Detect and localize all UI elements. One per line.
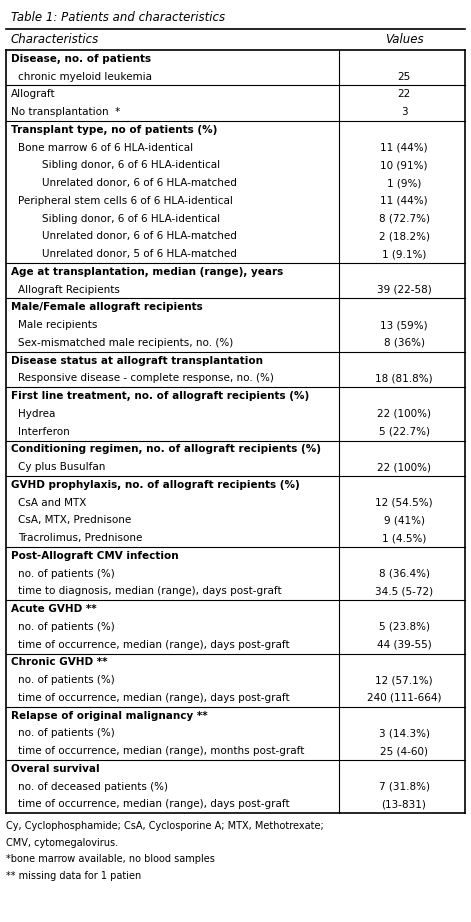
Text: Tracrolimus, Prednisone: Tracrolimus, Prednisone xyxy=(18,533,142,543)
Text: no. of patients (%): no. of patients (%) xyxy=(18,622,114,632)
Text: Peripheral stem cells 6 of 6 HLA-identical: Peripheral stem cells 6 of 6 HLA-identic… xyxy=(18,195,233,206)
Text: 25: 25 xyxy=(398,72,411,81)
Text: Male/Female allograft recipients: Male/Female allograft recipients xyxy=(11,302,203,313)
Text: time of occurrence, median (range), months post-graft: time of occurrence, median (range), mont… xyxy=(18,746,304,756)
Text: time of occurrence, median (range), days post-graft: time of occurrence, median (range), days… xyxy=(18,640,289,650)
Text: ** missing data for 1 patien: ** missing data for 1 patien xyxy=(6,871,141,881)
Text: 240 (111-664): 240 (111-664) xyxy=(367,693,441,703)
Text: 10 (91%): 10 (91%) xyxy=(380,160,428,171)
Text: time to diagnosis, median (range), days post-graft: time to diagnosis, median (range), days … xyxy=(18,586,281,597)
Text: 3 (14.3%): 3 (14.3%) xyxy=(379,728,430,739)
Text: time of occurrence, median (range), days post-graft: time of occurrence, median (range), days… xyxy=(18,799,289,810)
Text: no. of patients (%): no. of patients (%) xyxy=(18,569,114,579)
Text: 5 (22.7%): 5 (22.7%) xyxy=(379,427,430,437)
Text: Unrelated donor, 6 of 6 HLA-matched: Unrelated donor, 6 of 6 HLA-matched xyxy=(30,231,237,242)
Text: 12 (57.1%): 12 (57.1%) xyxy=(375,675,433,685)
Text: 39 (22-58): 39 (22-58) xyxy=(377,285,431,295)
Text: Allograft Recipients: Allograft Recipients xyxy=(18,285,120,295)
Text: (13-831): (13-831) xyxy=(382,799,427,810)
Text: Cy, Cyclophosphamide; CsA, Cyclosporine A; MTX, Methotrexate;: Cy, Cyclophosphamide; CsA, Cyclosporine … xyxy=(6,821,324,831)
Text: 9 (41%): 9 (41%) xyxy=(383,515,424,526)
Text: 8 (36.4%): 8 (36.4%) xyxy=(379,569,430,579)
Text: 11 (44%): 11 (44%) xyxy=(380,195,428,206)
Text: 1 (9%): 1 (9%) xyxy=(387,178,421,188)
Text: 7 (31.8%): 7 (31.8%) xyxy=(379,782,430,792)
Text: Unrelated donor, 6 of 6 HLA-matched: Unrelated donor, 6 of 6 HLA-matched xyxy=(30,178,237,188)
Text: Characteristics: Characteristics xyxy=(11,33,99,46)
Text: 18 (81.8%): 18 (81.8%) xyxy=(375,373,433,384)
Text: Post-Allograft CMV infection: Post-Allograft CMV infection xyxy=(11,551,179,561)
Text: 34.5 (5-72): 34.5 (5-72) xyxy=(375,586,433,597)
Text: Table 1: Patients and characteristics: Table 1: Patients and characteristics xyxy=(11,11,225,24)
Text: no. of deceased patients (%): no. of deceased patients (%) xyxy=(18,782,168,792)
Text: Hydrea: Hydrea xyxy=(18,408,55,419)
Text: Overal survival: Overal survival xyxy=(11,764,99,774)
Text: 8 (36%): 8 (36%) xyxy=(383,337,424,348)
Text: 3: 3 xyxy=(401,107,407,117)
Text: Relapse of original malignancy **: Relapse of original malignancy ** xyxy=(11,711,207,721)
Text: *bone marrow available, no blood samples: *bone marrow available, no blood samples xyxy=(6,855,215,864)
Text: 44 (39-55): 44 (39-55) xyxy=(377,640,431,650)
Text: CsA and MTX: CsA and MTX xyxy=(18,498,86,508)
Text: chronic myeloid leukemia: chronic myeloid leukemia xyxy=(18,72,152,81)
Text: Transplant type, no of patients (%): Transplant type, no of patients (%) xyxy=(11,124,217,135)
Text: 5 (23.8%): 5 (23.8%) xyxy=(379,622,430,632)
Text: Cy plus Busulfan: Cy plus Busulfan xyxy=(18,462,105,472)
Text: Disease, no. of patients: Disease, no. of patients xyxy=(11,53,151,64)
Text: CMV, cytomegalovirus.: CMV, cytomegalovirus. xyxy=(6,837,118,847)
Text: Values: Values xyxy=(385,33,423,46)
Text: No transplantation  *: No transplantation * xyxy=(11,107,120,117)
Text: Disease status at allograft transplantation: Disease status at allograft transplantat… xyxy=(11,356,263,366)
Text: 8 (72.7%): 8 (72.7%) xyxy=(379,214,430,223)
Text: Chronic GVHD **: Chronic GVHD ** xyxy=(11,657,107,668)
Text: 2 (18.2%): 2 (18.2%) xyxy=(379,231,430,242)
Text: Unrelated donor, 5 of 6 HLA-matched: Unrelated donor, 5 of 6 HLA-matched xyxy=(30,249,237,259)
Text: GVHD prophylaxis, no. of allograft recipients (%): GVHD prophylaxis, no. of allograft recip… xyxy=(11,480,300,490)
Text: Responsive disease - complete response, no. (%): Responsive disease - complete response, … xyxy=(18,373,274,384)
Text: 1 (4.5%): 1 (4.5%) xyxy=(382,533,426,543)
Text: Sex-mismatched male recipients, no. (%): Sex-mismatched male recipients, no. (%) xyxy=(18,337,233,348)
Text: Age at transplantation, median (range), years: Age at transplantation, median (range), … xyxy=(11,266,283,277)
Text: 22 (100%): 22 (100%) xyxy=(377,408,431,419)
Text: 1 (9.1%): 1 (9.1%) xyxy=(382,249,426,259)
Text: Male recipients: Male recipients xyxy=(18,320,97,330)
Text: First line treatment, no. of allograft recipients (%): First line treatment, no. of allograft r… xyxy=(11,391,309,401)
Text: Sibling donor, 6 of 6 HLA-identical: Sibling donor, 6 of 6 HLA-identical xyxy=(30,160,220,171)
Text: Allograft: Allograft xyxy=(11,89,56,100)
Text: no. of patients (%): no. of patients (%) xyxy=(18,728,114,739)
Text: 25 (4-60): 25 (4-60) xyxy=(380,746,428,756)
Text: 22: 22 xyxy=(398,89,411,100)
Text: 11 (44%): 11 (44%) xyxy=(380,143,428,152)
Text: Interferon: Interferon xyxy=(18,427,70,437)
Text: 12 (54.5%): 12 (54.5%) xyxy=(375,498,433,508)
Text: 22 (100%): 22 (100%) xyxy=(377,462,431,472)
Text: Acute GVHD **: Acute GVHD ** xyxy=(11,604,97,614)
Text: 13 (59%): 13 (59%) xyxy=(380,320,428,330)
Text: Sibling donor, 6 of 6 HLA-identical: Sibling donor, 6 of 6 HLA-identical xyxy=(30,214,220,223)
Text: Bone marrow 6 of 6 HLA-identical: Bone marrow 6 of 6 HLA-identical xyxy=(18,143,193,152)
Text: Conditioning regimen, no. of allograft recipients (%): Conditioning regimen, no. of allograft r… xyxy=(11,444,321,455)
Text: CsA, MTX, Prednisone: CsA, MTX, Prednisone xyxy=(18,515,131,526)
Text: no. of patients (%): no. of patients (%) xyxy=(18,675,114,685)
Text: time of occurrence, median (range), days post-graft: time of occurrence, median (range), days… xyxy=(18,693,289,703)
